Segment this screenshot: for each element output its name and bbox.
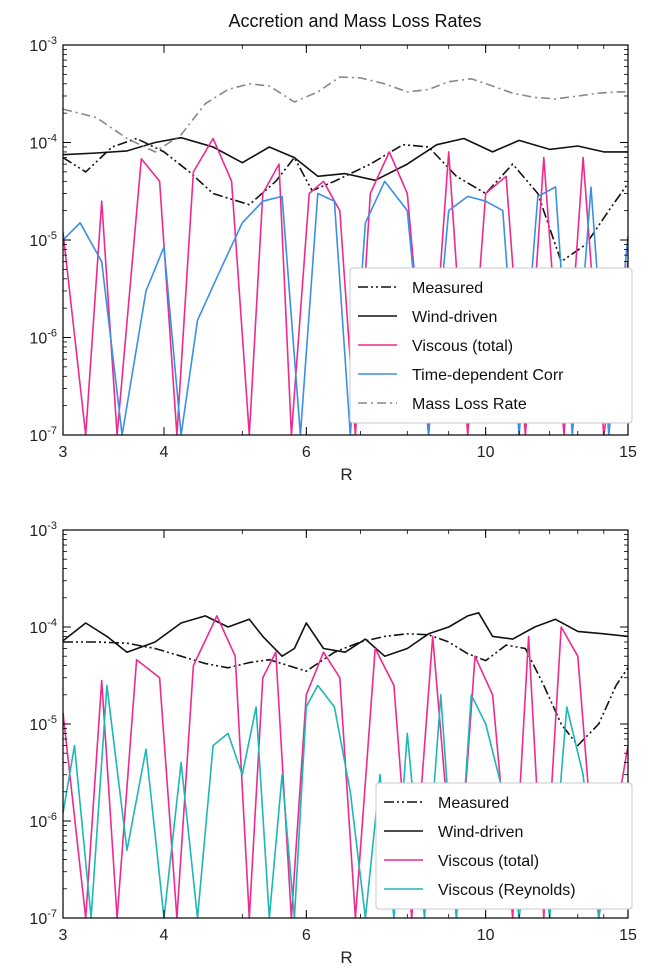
legend-box <box>375 782 633 910</box>
y-tick-label: 10-4 <box>29 617 57 637</box>
y-tick-label: 10-7 <box>29 425 57 445</box>
series-line-time-dependent-corr <box>63 180 628 435</box>
x-axis-label: R <box>340 948 352 967</box>
y-tick-label: 10-6 <box>29 328 57 348</box>
x-tick-label: 4 <box>160 927 169 944</box>
y-tick-label: 10-5 <box>29 714 57 734</box>
series-line-measured <box>63 137 628 263</box>
legend-label: Viscous (Reynolds) <box>438 882 576 899</box>
x-tick-label: 3 <box>59 927 68 944</box>
legend-box <box>349 267 633 424</box>
y-tick-label: 10-6 <box>29 811 57 831</box>
bottom-panel: 10-7 10-6 10-5 10-4 10-3 3 4 6 10 15 R Measured Wind… <box>29 520 637 967</box>
x-tick-label: 6 <box>302 927 311 944</box>
legend: Measured Wind-driven Viscous (total) Time-d… <box>349 267 633 424</box>
x-tick-label: 10 <box>477 444 495 461</box>
y-tick-label: 10-7 <box>29 908 57 928</box>
series-line-mass-loss-rate <box>63 76 628 153</box>
series-line-wind-driven <box>63 136 628 182</box>
legend-label: Time-dependent Corr <box>412 367 564 384</box>
x-tick-label: 4 <box>160 444 169 461</box>
x-tick-label: 15 <box>619 444 637 461</box>
top-panel: 10-7 10-6 10-5 10-4 10-3 3 4 6 10 15 R Measured Wind… <box>29 35 637 484</box>
legend-label: Wind-driven <box>412 309 497 326</box>
legend-label: Viscous (total) <box>438 853 539 870</box>
x-axis-label: R <box>340 465 352 484</box>
series-line-viscous-total <box>63 615 628 918</box>
series-line-wind-driven <box>63 611 628 658</box>
y-tick-label: 10-3 <box>29 520 57 540</box>
legend-label: Wind-driven <box>438 824 523 841</box>
x-tick-label: 6 <box>302 444 311 461</box>
series-line-measured <box>63 632 628 747</box>
legend-label: Measured <box>438 795 509 812</box>
x-tick-label: 3 <box>59 444 68 461</box>
y-tick-label: 10-5 <box>29 230 57 250</box>
legend-label: Mass Loss Rate <box>412 396 527 413</box>
legend-label: Viscous (total) <box>412 338 513 355</box>
legend-label: Measured <box>412 280 483 297</box>
y-tick-label: 10-3 <box>29 35 57 55</box>
legend: Measured Wind-driven Viscous (total) Viscou… <box>375 782 633 910</box>
x-tick-label: 10 <box>477 927 495 944</box>
x-tick-label: 15 <box>619 927 637 944</box>
figure-title: Accretion and Mass Loss Rates <box>228 11 481 31</box>
y-tick-label: 10-4 <box>29 133 57 153</box>
